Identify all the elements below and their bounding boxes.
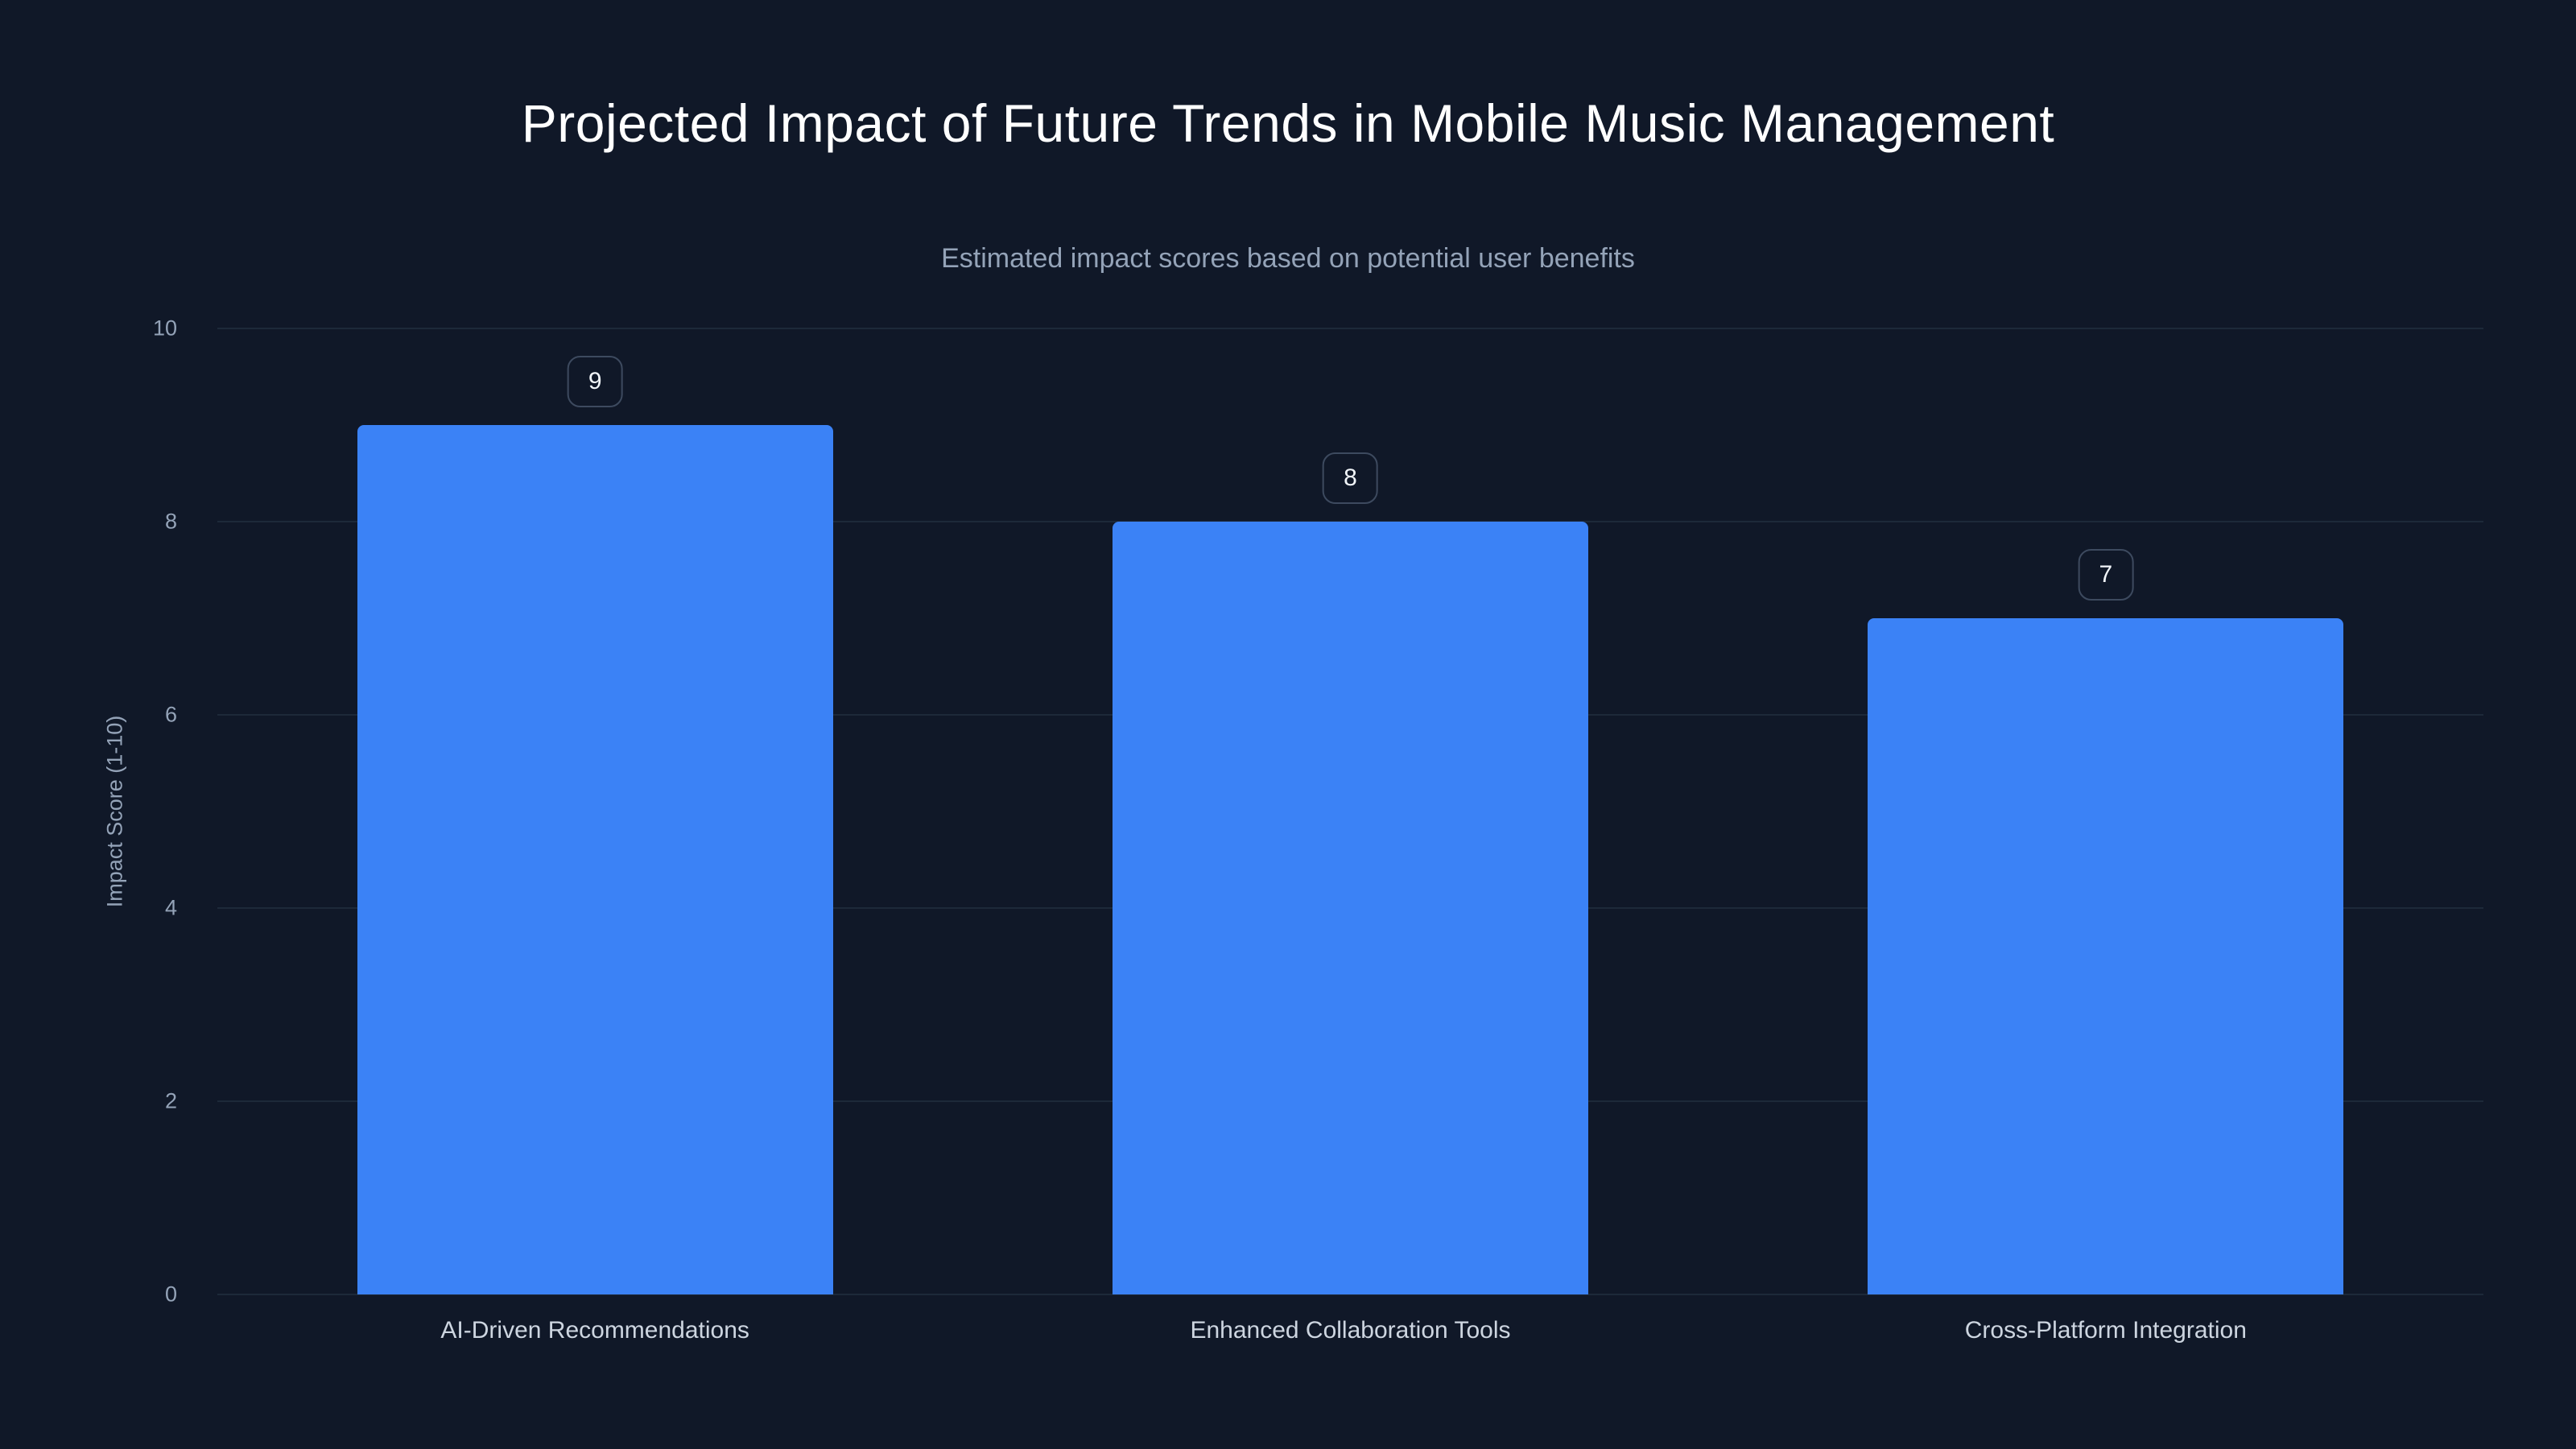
bar[interactable]: [1112, 522, 1589, 1294]
y-tick-label: 8: [164, 509, 177, 534]
y-tick-label: 4: [164, 895, 177, 920]
bar[interactable]: [1868, 618, 2344, 1294]
gridline: [217, 328, 2483, 329]
y-tick-label: 0: [164, 1282, 177, 1307]
x-axis-category-label: Cross-Platform Integration: [1964, 1317, 2247, 1344]
x-labels: AI-Driven Recommendations Enhanced Collab…: [217, 1317, 2483, 1344]
y-tick-label: 6: [164, 702, 177, 727]
gridline: [217, 1294, 2483, 1295]
bar-group: 9: [217, 328, 972, 1294]
chart-subtitle: Estimated impact scores based on potenti…: [941, 243, 1635, 274]
y-tick-label: 10: [152, 316, 177, 341]
value-badge: 7: [2078, 549, 2134, 601]
y-ticks: 0 2 4 6 8 10: [0, 316, 198, 1307]
x-axis-category-label: AI-Driven Recommendations: [440, 1317, 749, 1344]
value-badge: 8: [1323, 452, 1378, 504]
x-axis-category-label: Enhanced Collaboration Tools: [1190, 1317, 1511, 1344]
chart-title: Projected Impact of Future Trends in Mob…: [521, 93, 2055, 153]
bar-group: 8: [972, 328, 1728, 1294]
bar[interactable]: [357, 425, 833, 1294]
plot-area: 9 8 7: [217, 328, 2483, 1295]
bars: 9 8 7: [217, 328, 2483, 1294]
y-tick-label: 2: [164, 1088, 177, 1113]
bar-group: 7: [1728, 328, 2483, 1294]
value-badge: 9: [567, 356, 623, 407]
